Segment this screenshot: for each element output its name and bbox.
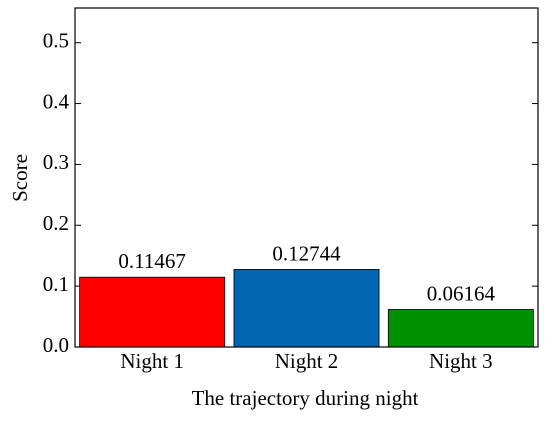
y-tick-label: 0.2 [43,211,69,235]
y-tick-label: 0.0 [43,333,69,357]
y-tick-label: 0.3 [43,150,69,174]
y-axis-label: Score [8,154,32,202]
x-axis-label: The trajectory during night [192,386,419,410]
bar [79,276,226,348]
bar [387,309,534,348]
value-label: 0.11467 [118,249,185,273]
plot-frame [74,7,539,348]
x-tick-label: Night 2 [275,349,339,373]
value-label: 0.12744 [272,241,341,265]
y-tick-label: 0.5 [43,29,69,53]
x-tick-label: Night 3 [429,349,493,373]
value-label: 0.06164 [427,281,496,305]
bar [233,269,380,348]
x-tick-label: Night 1 [120,349,184,373]
y-tick-label: 0.1 [43,272,69,296]
y-tick-label: 0.4 [43,89,70,113]
